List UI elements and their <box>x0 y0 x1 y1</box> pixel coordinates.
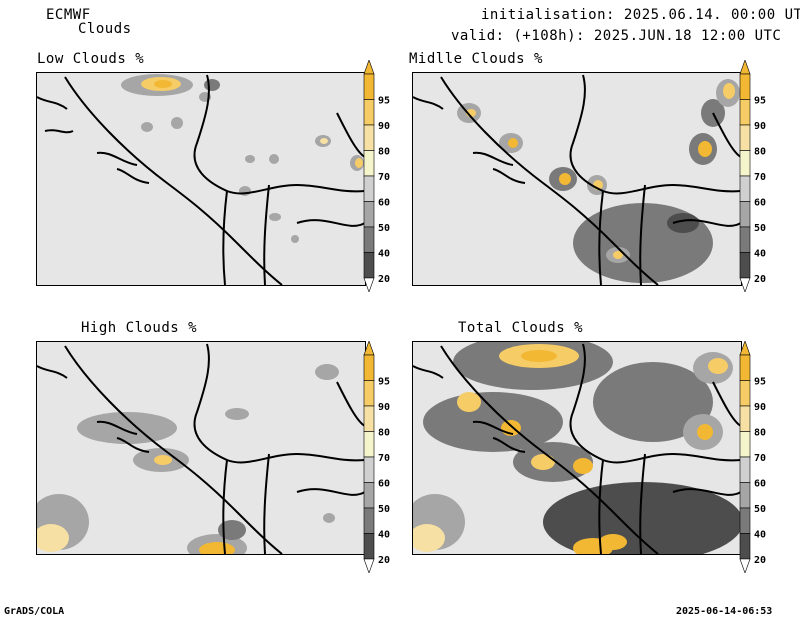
colorbar-label: 40 <box>378 530 390 541</box>
colorbar-swatch <box>363 150 375 177</box>
colorbar-label: 60 <box>754 198 766 209</box>
panel-title-total-clouds: Total Clouds % <box>458 320 584 336</box>
colorbar-low-clouds: 95 90 80 70 60 50 40 20 <box>362 59 398 293</box>
colorbar-label: 20 <box>378 274 390 285</box>
map-middle-clouds <box>412 72 742 286</box>
cloud-patches <box>413 342 741 554</box>
colorbar-top-arrow <box>739 59 751 75</box>
colorbar-label: 95 <box>754 96 766 107</box>
colorbar-label: 70 <box>754 172 766 183</box>
panel-title-low-clouds: Low Clouds % <box>37 51 145 67</box>
colorbar-swatch <box>739 99 751 126</box>
colorbar-bottom-arrow <box>739 558 751 574</box>
colorbar-swatch <box>363 175 375 202</box>
colorbar-label: 70 <box>378 172 390 183</box>
colorbar-label: 40 <box>754 530 766 541</box>
colorbar-label: 40 <box>378 249 390 260</box>
colorbar-swatch <box>363 226 375 253</box>
cloud-patches <box>37 364 339 554</box>
map-high-clouds <box>36 341 366 555</box>
colorbar-label: 90 <box>754 121 766 132</box>
model-name: ECMWF <box>46 7 91 23</box>
colorbar-label: 90 <box>378 121 390 132</box>
colorbar-swatch <box>363 354 375 381</box>
colorbar-label: 80 <box>754 428 766 439</box>
colorbar-high-clouds: 95 90 80 70 60 50 40 20 <box>362 340 398 574</box>
colorbar-swatch <box>739 175 751 202</box>
colorbar-label: 60 <box>378 479 390 490</box>
colorbar-label: 90 <box>378 402 390 413</box>
colorbar-label: 95 <box>754 377 766 388</box>
product-name: Clouds <box>78 21 132 37</box>
colorbar-label: 20 <box>754 555 766 566</box>
colorbar-label: 70 <box>754 453 766 464</box>
colorbar-swatch <box>739 380 751 407</box>
colorbar-label: 50 <box>754 223 766 234</box>
colorbar-bottom-arrow <box>363 558 375 574</box>
colorbar-swatch <box>363 252 375 279</box>
colorbar-swatch <box>739 252 751 279</box>
colorbar-swatch <box>363 99 375 126</box>
colorbar-label: 95 <box>378 377 390 388</box>
coastline-and-borders <box>37 74 365 285</box>
colorbar-swatch <box>739 507 751 534</box>
colorbar-label: 60 <box>378 198 390 209</box>
cloud-patches <box>457 79 740 283</box>
colorbar-swatch <box>739 431 751 458</box>
colorbar-label: 70 <box>378 453 390 464</box>
panel-title-high-clouds: High Clouds % <box>81 320 198 336</box>
coastline-and-borders <box>413 343 741 554</box>
colorbar-bottom-arrow <box>739 277 751 293</box>
colorbar-swatch <box>739 405 751 432</box>
colorbar-swatch <box>739 150 751 177</box>
colorbar-swatch <box>739 201 751 228</box>
colorbar-label: 40 <box>754 249 766 260</box>
colorbar-swatch <box>363 124 375 151</box>
colorbar-swatch <box>739 73 751 100</box>
cloud-patches <box>121 74 364 243</box>
colorbar-top-arrow <box>363 59 375 75</box>
colorbar-top-arrow <box>739 340 751 356</box>
colorbar-total-clouds: 95 90 80 70 60 50 40 20 <box>738 340 774 574</box>
colorbar-label: 80 <box>378 147 390 158</box>
colorbar-swatch <box>739 226 751 253</box>
colorbar-swatch <box>363 380 375 407</box>
colorbar-swatch <box>739 124 751 151</box>
colorbar-label: 60 <box>754 479 766 490</box>
footer-left: GrADS/COLA <box>4 606 65 617</box>
colorbar-swatch <box>739 354 751 381</box>
coastline-and-borders <box>413 74 741 285</box>
panel-title-middle-clouds: Midlle Clouds % <box>409 51 543 67</box>
footer-right: 2025-06-14-06:53 <box>676 606 773 617</box>
valid-time: valid: (+108h): 2025.JUN.18 12:00 UTC <box>451 28 782 44</box>
colorbar-swatch <box>739 533 751 560</box>
colorbar-swatch <box>363 456 375 483</box>
colorbar-label: 50 <box>378 223 390 234</box>
colorbar-label: 50 <box>378 504 390 515</box>
colorbar-label: 80 <box>754 147 766 158</box>
colorbar-label: 20 <box>754 274 766 285</box>
colorbar-swatch <box>363 73 375 100</box>
coastline-and-borders <box>37 343 365 554</box>
colorbar-swatch <box>363 201 375 228</box>
colorbar-swatch <box>363 507 375 534</box>
colorbar-label: 95 <box>378 96 390 107</box>
colorbar-bottom-arrow <box>363 277 375 293</box>
colorbar-label: 20 <box>378 555 390 566</box>
map-total-clouds <box>412 341 742 555</box>
colorbar-swatch <box>363 431 375 458</box>
initialisation-time: initialisation: 2025.06.14. 00:00 UTC <box>481 7 800 23</box>
map-low-clouds <box>36 72 366 286</box>
colorbar-label: 80 <box>378 428 390 439</box>
colorbar-label: 90 <box>754 402 766 413</box>
colorbar-label: 50 <box>754 504 766 515</box>
colorbar-middle-clouds: 95 90 80 70 60 50 40 20 <box>738 59 774 293</box>
colorbar-top-arrow <box>363 340 375 356</box>
colorbar-swatch <box>739 456 751 483</box>
colorbar-swatch <box>363 482 375 509</box>
colorbar-swatch <box>363 405 375 432</box>
colorbar-swatch <box>363 533 375 560</box>
colorbar-swatch <box>739 482 751 509</box>
